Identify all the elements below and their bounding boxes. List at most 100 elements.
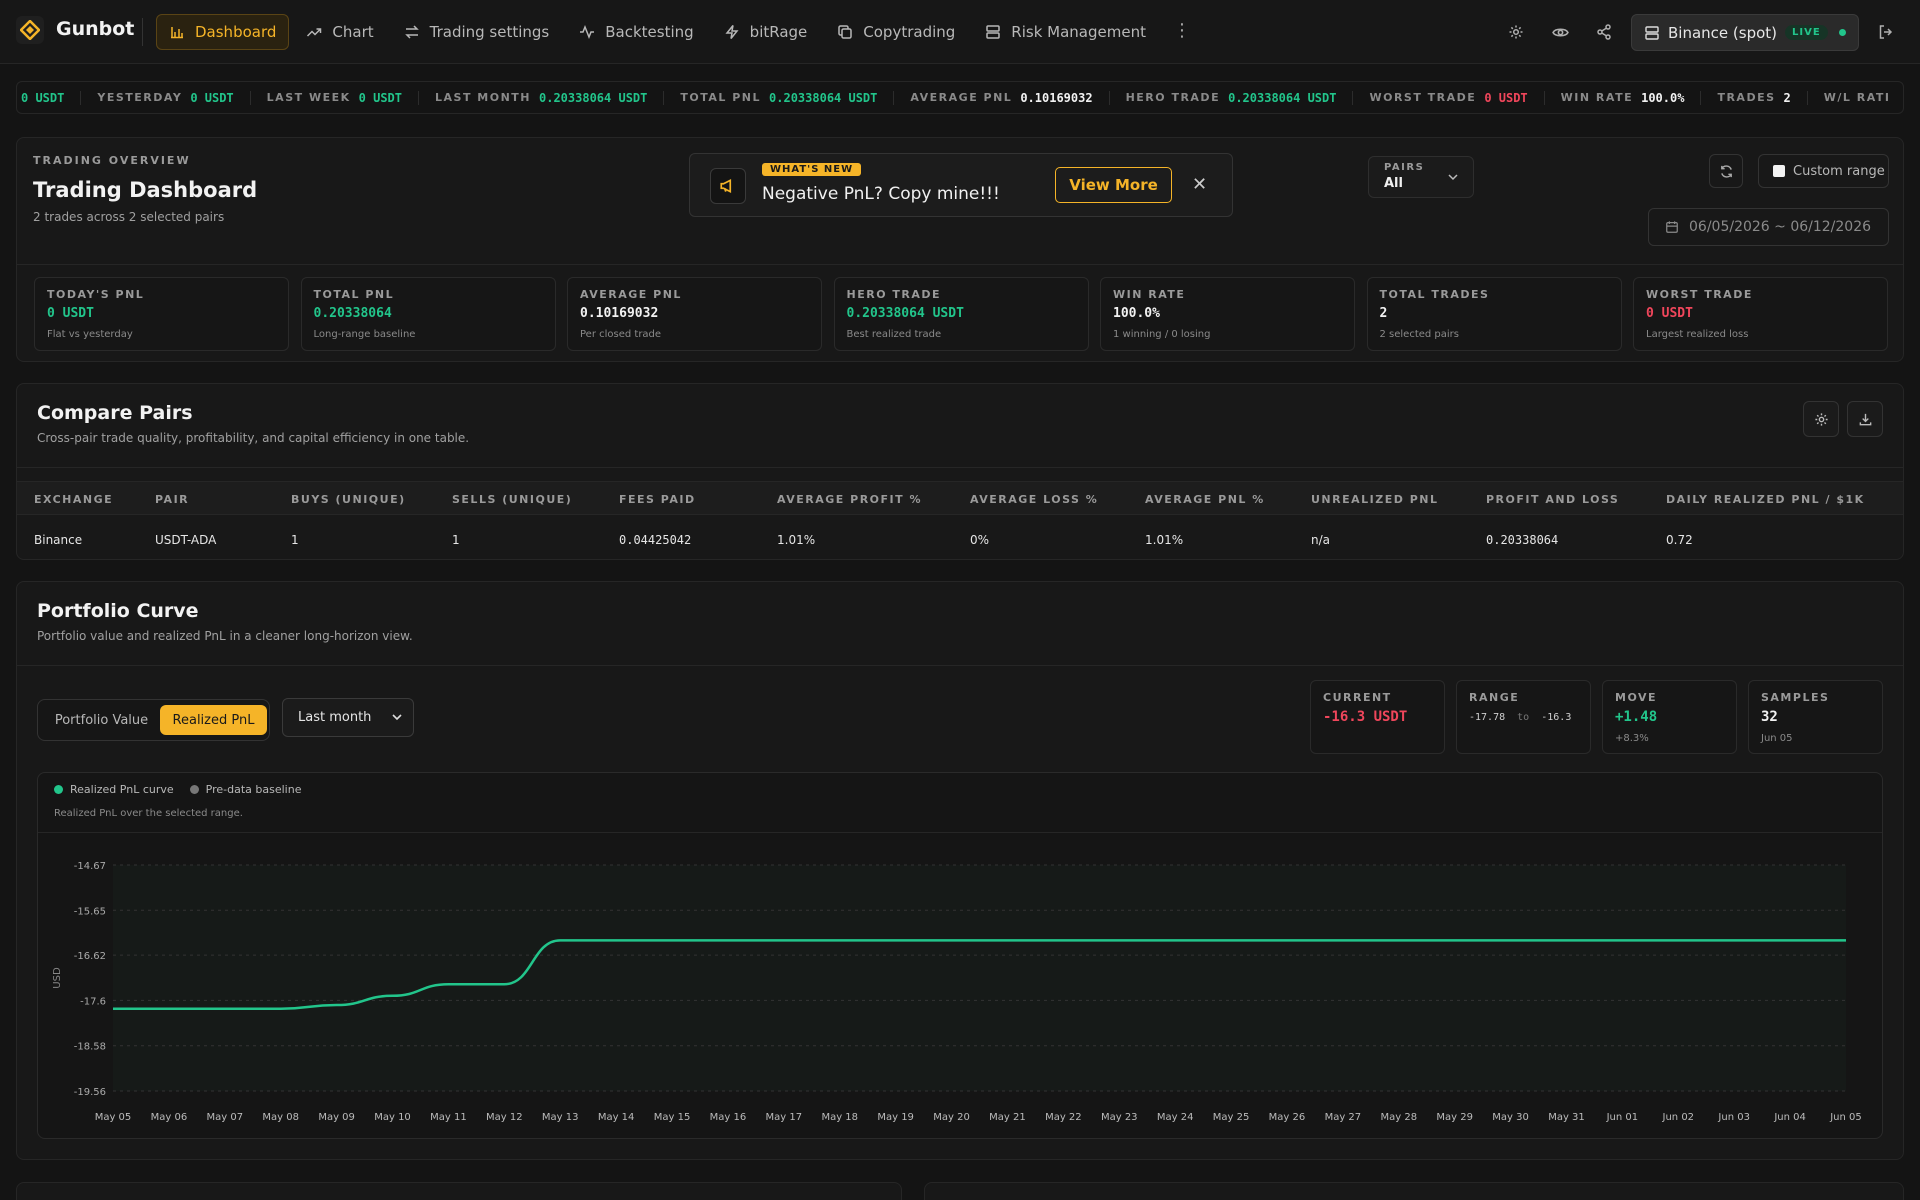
legend-realized-pnl[interactable]: Realized PnL curve	[54, 783, 174, 796]
whats-new-badge: WHAT'S NEW	[762, 163, 862, 176]
period-select[interactable]: Last month	[282, 698, 414, 737]
stat-total-trades: TOTAL TRADES 2 2 selected pairs	[1366, 277, 1622, 351]
eye-icon[interactable]	[1548, 20, 1572, 44]
pairs-label: PAIRS	[1384, 162, 1425, 173]
range-label: RANGE	[1469, 691, 1520, 704]
nav-item-label: Copytrading	[863, 23, 956, 41]
settings-gear-icon[interactable]	[1504, 20, 1528, 44]
nav-item-dashboard[interactable]: Dashboard	[156, 14, 290, 50]
nav-item-risk-management[interactable]: Risk Management	[972, 14, 1159, 50]
x-tick-label: May 07	[207, 1112, 244, 1123]
x-tick-label: May 10	[374, 1112, 411, 1123]
server-icon	[986, 25, 1001, 39]
date-range-picker[interactable]: 06/05/2026 ~ 06/12/2026	[1648, 208, 1889, 246]
column-header[interactable]: PROFIT AND LOSS	[1486, 493, 1620, 506]
more-menu-icon[interactable]: ⋮	[1173, 20, 1191, 41]
stat-subtext: Largest realized loss	[1646, 329, 1749, 340]
table-cell: 1	[452, 533, 460, 547]
stat-subtext: Long-range baseline	[313, 329, 416, 340]
live-badge: LIVE	[1785, 25, 1828, 40]
stat-win-rate: WIN RATE 100.0% 1 winning / 0 losing	[1100, 277, 1355, 351]
ticker-value: 100.0%	[1641, 90, 1685, 105]
samples-label: SAMPLES	[1761, 691, 1830, 704]
exchange-selector[interactable]: Binance (spot) LIVE	[1631, 14, 1859, 51]
table-cell: 0.20338064	[1486, 533, 1559, 547]
column-header[interactable]: SELLS (UNIQUE)	[452, 493, 573, 506]
exchange-name: Binance (spot)	[1668, 23, 1778, 42]
stat-value: 0 USDT	[47, 306, 94, 321]
pnl-ticker: 0 USDT YESTERDAY 0 USDT LAST WEEK 0 USDT LAST…	[16, 81, 1904, 114]
table-settings-button[interactable]	[1803, 401, 1839, 437]
x-tick-label: May 15	[654, 1112, 691, 1123]
nav-item-bitrage[interactable]: bitRage	[711, 14, 821, 50]
custom-range-toggle[interactable]: Custom range	[1758, 154, 1889, 188]
compare-pairs-subtitle: Cross-pair trade quality, profitability,…	[37, 431, 470, 445]
x-tick-label: Jun 02	[1662, 1112, 1695, 1123]
table-cell: 1.01%	[1145, 533, 1184, 547]
range-value: -17.78 to -16.3	[1469, 712, 1571, 723]
table-cell: n/a	[1311, 533, 1331, 547]
gunbot-logo[interactable]	[16, 16, 44, 44]
x-tick-label: May 25	[1213, 1112, 1250, 1123]
ticker-label: W/L RATI	[1823, 91, 1891, 104]
nav-item-copytrading[interactable]: Copytrading	[824, 14, 968, 50]
portfolio-title: Portfolio Curve	[37, 600, 199, 622]
ticker-item: WIN RATE 100.0%	[1545, 90, 1702, 105]
ticker-label: HERO TRADE	[1125, 91, 1221, 104]
ticker-value: 0 USDT	[1484, 90, 1528, 105]
stat-value: 0.20338064 USDT	[846, 306, 964, 321]
date-range-value: 06/05/2026 ~ 06/12/2026	[1689, 219, 1872, 235]
realized-pnl-tab[interactable]: Realized PnL	[160, 705, 267, 735]
nav-item-label: bitRage	[749, 23, 808, 41]
column-header[interactable]: FEES PAID	[619, 493, 696, 506]
server-icon	[1645, 25, 1659, 40]
download-button[interactable]	[1847, 401, 1883, 437]
pairs-filter[interactable]: PAIRS All	[1368, 156, 1474, 198]
x-tick-label: May 27	[1325, 1112, 1362, 1123]
column-header[interactable]: UNREALIZED PNL	[1311, 493, 1439, 506]
y-tick-label: -16.62	[74, 951, 106, 962]
ticker-label: WORST TRADE	[1369, 91, 1477, 104]
trending-up-icon	[307, 28, 322, 37]
ticker-item: YESTERDAY 0 USDT	[81, 90, 251, 105]
zap-icon	[725, 25, 739, 39]
column-header[interactable]: AVERAGE PROFIT %	[777, 493, 922, 506]
arrows-swap-icon	[404, 25, 419, 39]
ticker-value: 0 USDT	[358, 90, 402, 105]
overview-divider	[17, 264, 1903, 265]
column-header[interactable]: PAIR	[155, 493, 190, 506]
range-to: to	[1517, 712, 1530, 723]
column-header[interactable]: EXCHANGE	[34, 493, 114, 506]
custom-range-checkbox[interactable]	[1773, 165, 1785, 177]
column-header[interactable]: AVERAGE LOSS %	[970, 493, 1099, 506]
share-icon[interactable]	[1592, 20, 1616, 44]
column-header[interactable]: AVERAGE PNL %	[1145, 493, 1265, 506]
portfolio-value-tab[interactable]: Portfolio Value	[54, 712, 149, 728]
ticker-value: 0 USDT	[190, 90, 234, 105]
x-tick-label: Jun 03	[1717, 1112, 1750, 1123]
megaphone-icon	[710, 168, 746, 204]
ticker-label: TRADES	[1717, 91, 1776, 104]
nav-item-chart[interactable]: Chart	[293, 14, 386, 50]
custom-range-label: Custom range	[1793, 163, 1885, 179]
close-banner-icon[interactable]: ✕	[1192, 174, 1208, 195]
view-more-button[interactable]: View More	[1055, 167, 1172, 203]
column-header[interactable]: BUYS (UNIQUE)	[291, 493, 406, 506]
nav-item-label: Backtesting	[605, 23, 694, 41]
stat-label: AVERAGE PNL	[580, 288, 682, 301]
logout-icon[interactable]	[1874, 20, 1898, 44]
live-status-dot	[1839, 29, 1846, 36]
bar-chart-icon	[171, 27, 183, 39]
nav-item-trading-settings[interactable]: Trading settings	[391, 14, 563, 50]
x-tick-label: May 14	[598, 1112, 635, 1123]
pnl-chart: Realized PnL curve Pre-data baseline Rea…	[37, 772, 1883, 1139]
nav-item-label: Trading settings	[429, 23, 550, 41]
top-nav: Gunbot Dashboard Chart Trading settings Bac…	[0, 0, 1920, 64]
refresh-button[interactable]	[1709, 154, 1743, 188]
nav-item-backtesting[interactable]: Backtesting	[566, 14, 706, 50]
whats-new-banner: WHAT'S NEW Negative PnL? Copy mine!!! Vi…	[689, 153, 1233, 217]
column-header[interactable]: DAILY REALIZED PNL / $1K	[1666, 493, 1865, 506]
current-label: CURRENT	[1323, 691, 1392, 704]
chart-plot-area[interactable]: -14.67 -15.65 -16.62 -17.6 -18.58 -19.56 USD Ma…	[38, 833, 1882, 1139]
legend-baseline[interactable]: Pre-data baseline	[189, 783, 301, 796]
